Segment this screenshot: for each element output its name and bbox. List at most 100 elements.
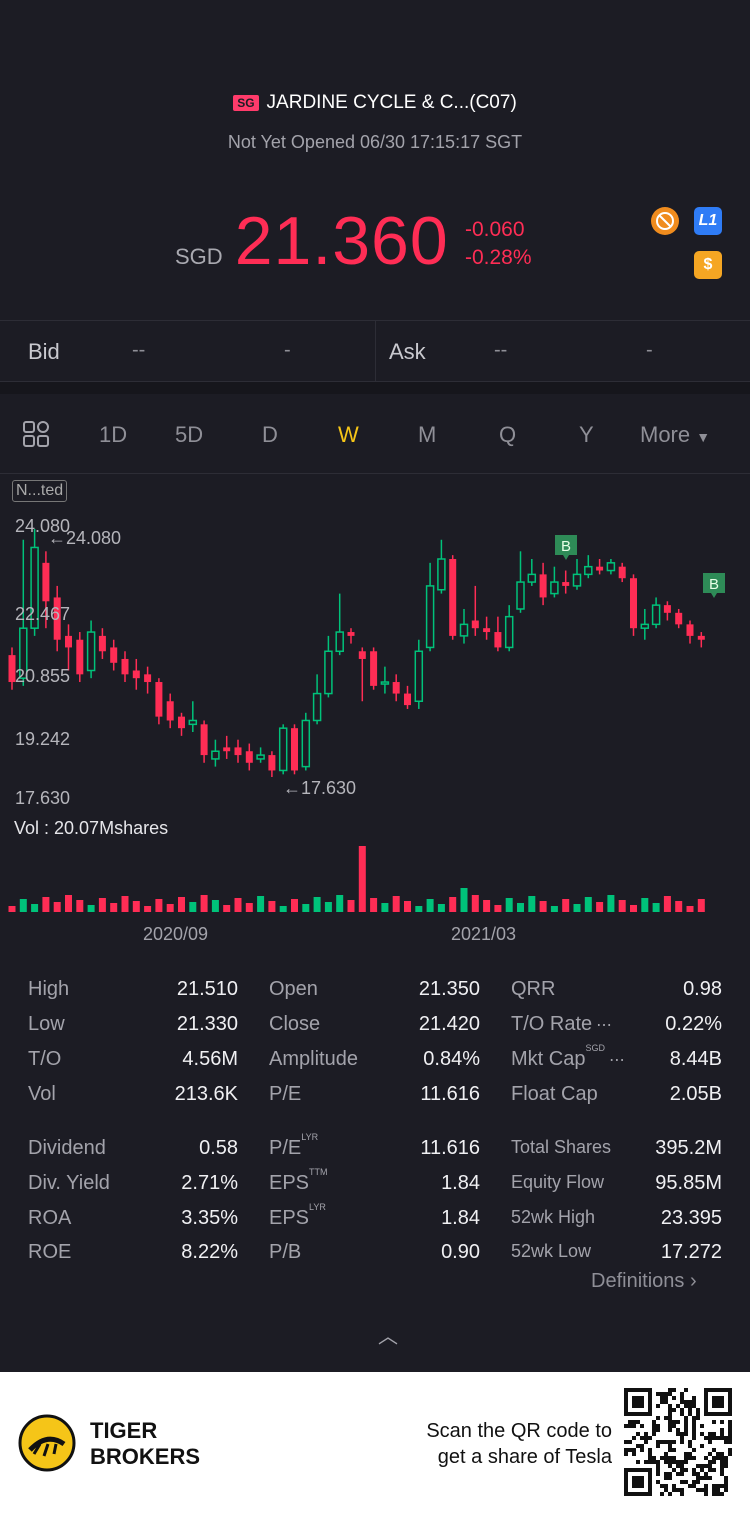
no-shorting-icon[interactable]	[651, 207, 679, 235]
stock-title[interactable]: JARDINE CYCLE & C...(C07)	[266, 92, 517, 113]
definitions-label: Definitions	[591, 1270, 685, 1292]
stat-label-superscript: SGD	[585, 1043, 605, 1053]
candlestick-chart[interactable]: BB	[0, 474, 750, 954]
ask-price: --	[494, 339, 508, 361]
tab-5d[interactable]: 5D	[175, 422, 204, 447]
candle-body	[640, 623, 650, 629]
stat-value: 21.350	[418, 978, 480, 1000]
tab-more[interactable]: More ▼	[640, 422, 710, 448]
stat-label-superscript: LYR	[301, 1132, 319, 1142]
buy-marker-icon[interactable]: B	[703, 573, 725, 598]
quote-header: SG JARDINE CYCLE & C...(C07) Not Yet Ope…	[0, 0, 750, 320]
tab-1d[interactable]: 1D	[99, 422, 128, 447]
candle-body	[144, 674, 152, 683]
stat-label: Amplitude	[269, 1048, 358, 1070]
volume-bar	[618, 900, 626, 912]
candle-body	[98, 635, 106, 652]
stat-label: EPSLYR	[269, 1202, 326, 1229]
stat-label: Equity Flow	[511, 1172, 605, 1192]
volume-bar	[268, 901, 276, 912]
volume-bar	[211, 900, 219, 912]
volume-bar	[663, 896, 671, 912]
stat-value: 21.420	[418, 1013, 480, 1035]
stat-label: P/ELYR	[269, 1132, 319, 1159]
volume-bar	[336, 895, 344, 912]
candle-body	[76, 639, 84, 675]
stat-value: 23.395	[660, 1207, 722, 1229]
volume-bar	[426, 899, 434, 912]
volume-bar	[596, 902, 604, 912]
candle-body	[437, 558, 446, 591]
stat-value: 4.56M	[182, 1048, 238, 1070]
candle-body	[268, 755, 276, 771]
currency-label: SGD	[175, 244, 223, 269]
chevron-up-icon[interactable]: ︿	[378, 1326, 398, 1348]
volume-bar	[675, 901, 683, 912]
stat-label: Dividend	[28, 1137, 106, 1159]
candle-body	[223, 747, 231, 752]
volume-bar	[324, 902, 332, 912]
buy-marker-icon[interactable]: B	[555, 535, 577, 560]
candle-body	[380, 681, 390, 685]
volume-bar	[697, 899, 705, 912]
info-icon[interactable]: ⋯	[596, 1017, 613, 1034]
candle-body	[155, 682, 163, 717]
volume-bar	[76, 900, 84, 912]
stat-value: 2.71%	[181, 1172, 238, 1194]
stat-label: ROE	[28, 1241, 72, 1263]
stat-value: 8.44B	[669, 1048, 722, 1070]
candle-body	[335, 631, 344, 653]
dollar-icon[interactable]: $	[694, 251, 722, 279]
low-marker-value: 17.630	[301, 778, 357, 798]
stat-label: Total Shares	[511, 1137, 612, 1157]
tab-d[interactable]: D	[262, 422, 278, 447]
candle-body	[562, 582, 570, 586]
candle-body	[121, 658, 129, 675]
buy-marker-label: B	[709, 576, 719, 593]
stat-label: P/E	[269, 1083, 302, 1105]
level1-icon[interactable]: L1	[694, 207, 722, 235]
candle-body	[404, 693, 411, 706]
stat-value: 95.85M	[655, 1172, 722, 1194]
candle-body	[425, 585, 435, 649]
stat-value: 17.272	[660, 1241, 722, 1263]
qr-code	[624, 1388, 732, 1496]
period-tabs: 1D 5D D W M Q Y More ▼	[0, 394, 750, 474]
stat-label: Vol	[28, 1083, 56, 1105]
stat-value: 11.616	[420, 1083, 480, 1105]
promo-text: Scan the QR code to get a share of Tesla	[390, 1418, 612, 1470]
candle-body	[449, 558, 457, 636]
stat-value: 1.84	[441, 1172, 480, 1194]
stat-value: 1.84	[441, 1207, 480, 1229]
volume-bar	[291, 899, 298, 912]
candle-body	[86, 631, 96, 672]
candle-body	[414, 650, 424, 703]
candle-body	[550, 581, 559, 595]
stat-label: High	[28, 978, 70, 1000]
candle-body	[471, 620, 479, 629]
stat-value: 3.35%	[181, 1207, 238, 1229]
tab-m[interactable]: M	[418, 422, 437, 447]
tab-q[interactable]: Q	[499, 422, 517, 447]
brand-name: TIGER BROKERS	[90, 1418, 200, 1470]
candle-body	[42, 562, 50, 602]
volume-bar	[110, 903, 118, 912]
candle-body	[200, 724, 208, 756]
info-icon[interactable]: ⋯	[608, 1052, 625, 1069]
candle-body	[392, 682, 400, 694]
stat-value: 0.22%	[665, 1013, 722, 1035]
candle-body	[19, 627, 28, 679]
chart-layout-icon[interactable]	[22, 420, 50, 453]
volume-bar	[302, 904, 310, 912]
definitions-link[interactable]: Definitions ›	[591, 1270, 697, 1293]
volume-bar	[19, 899, 27, 912]
brand-line-2: BROKERS	[90, 1444, 201, 1469]
bid-price: --	[132, 339, 146, 361]
volume-bar	[144, 906, 152, 912]
volume-bar	[652, 903, 660, 912]
tab-y[interactable]: Y	[579, 422, 594, 447]
volume-bar	[630, 905, 637, 912]
chart-mode-badge[interactable]: N...ted	[12, 480, 68, 502]
tab-w[interactable]: W	[338, 422, 359, 447]
candle-body	[132, 670, 140, 679]
